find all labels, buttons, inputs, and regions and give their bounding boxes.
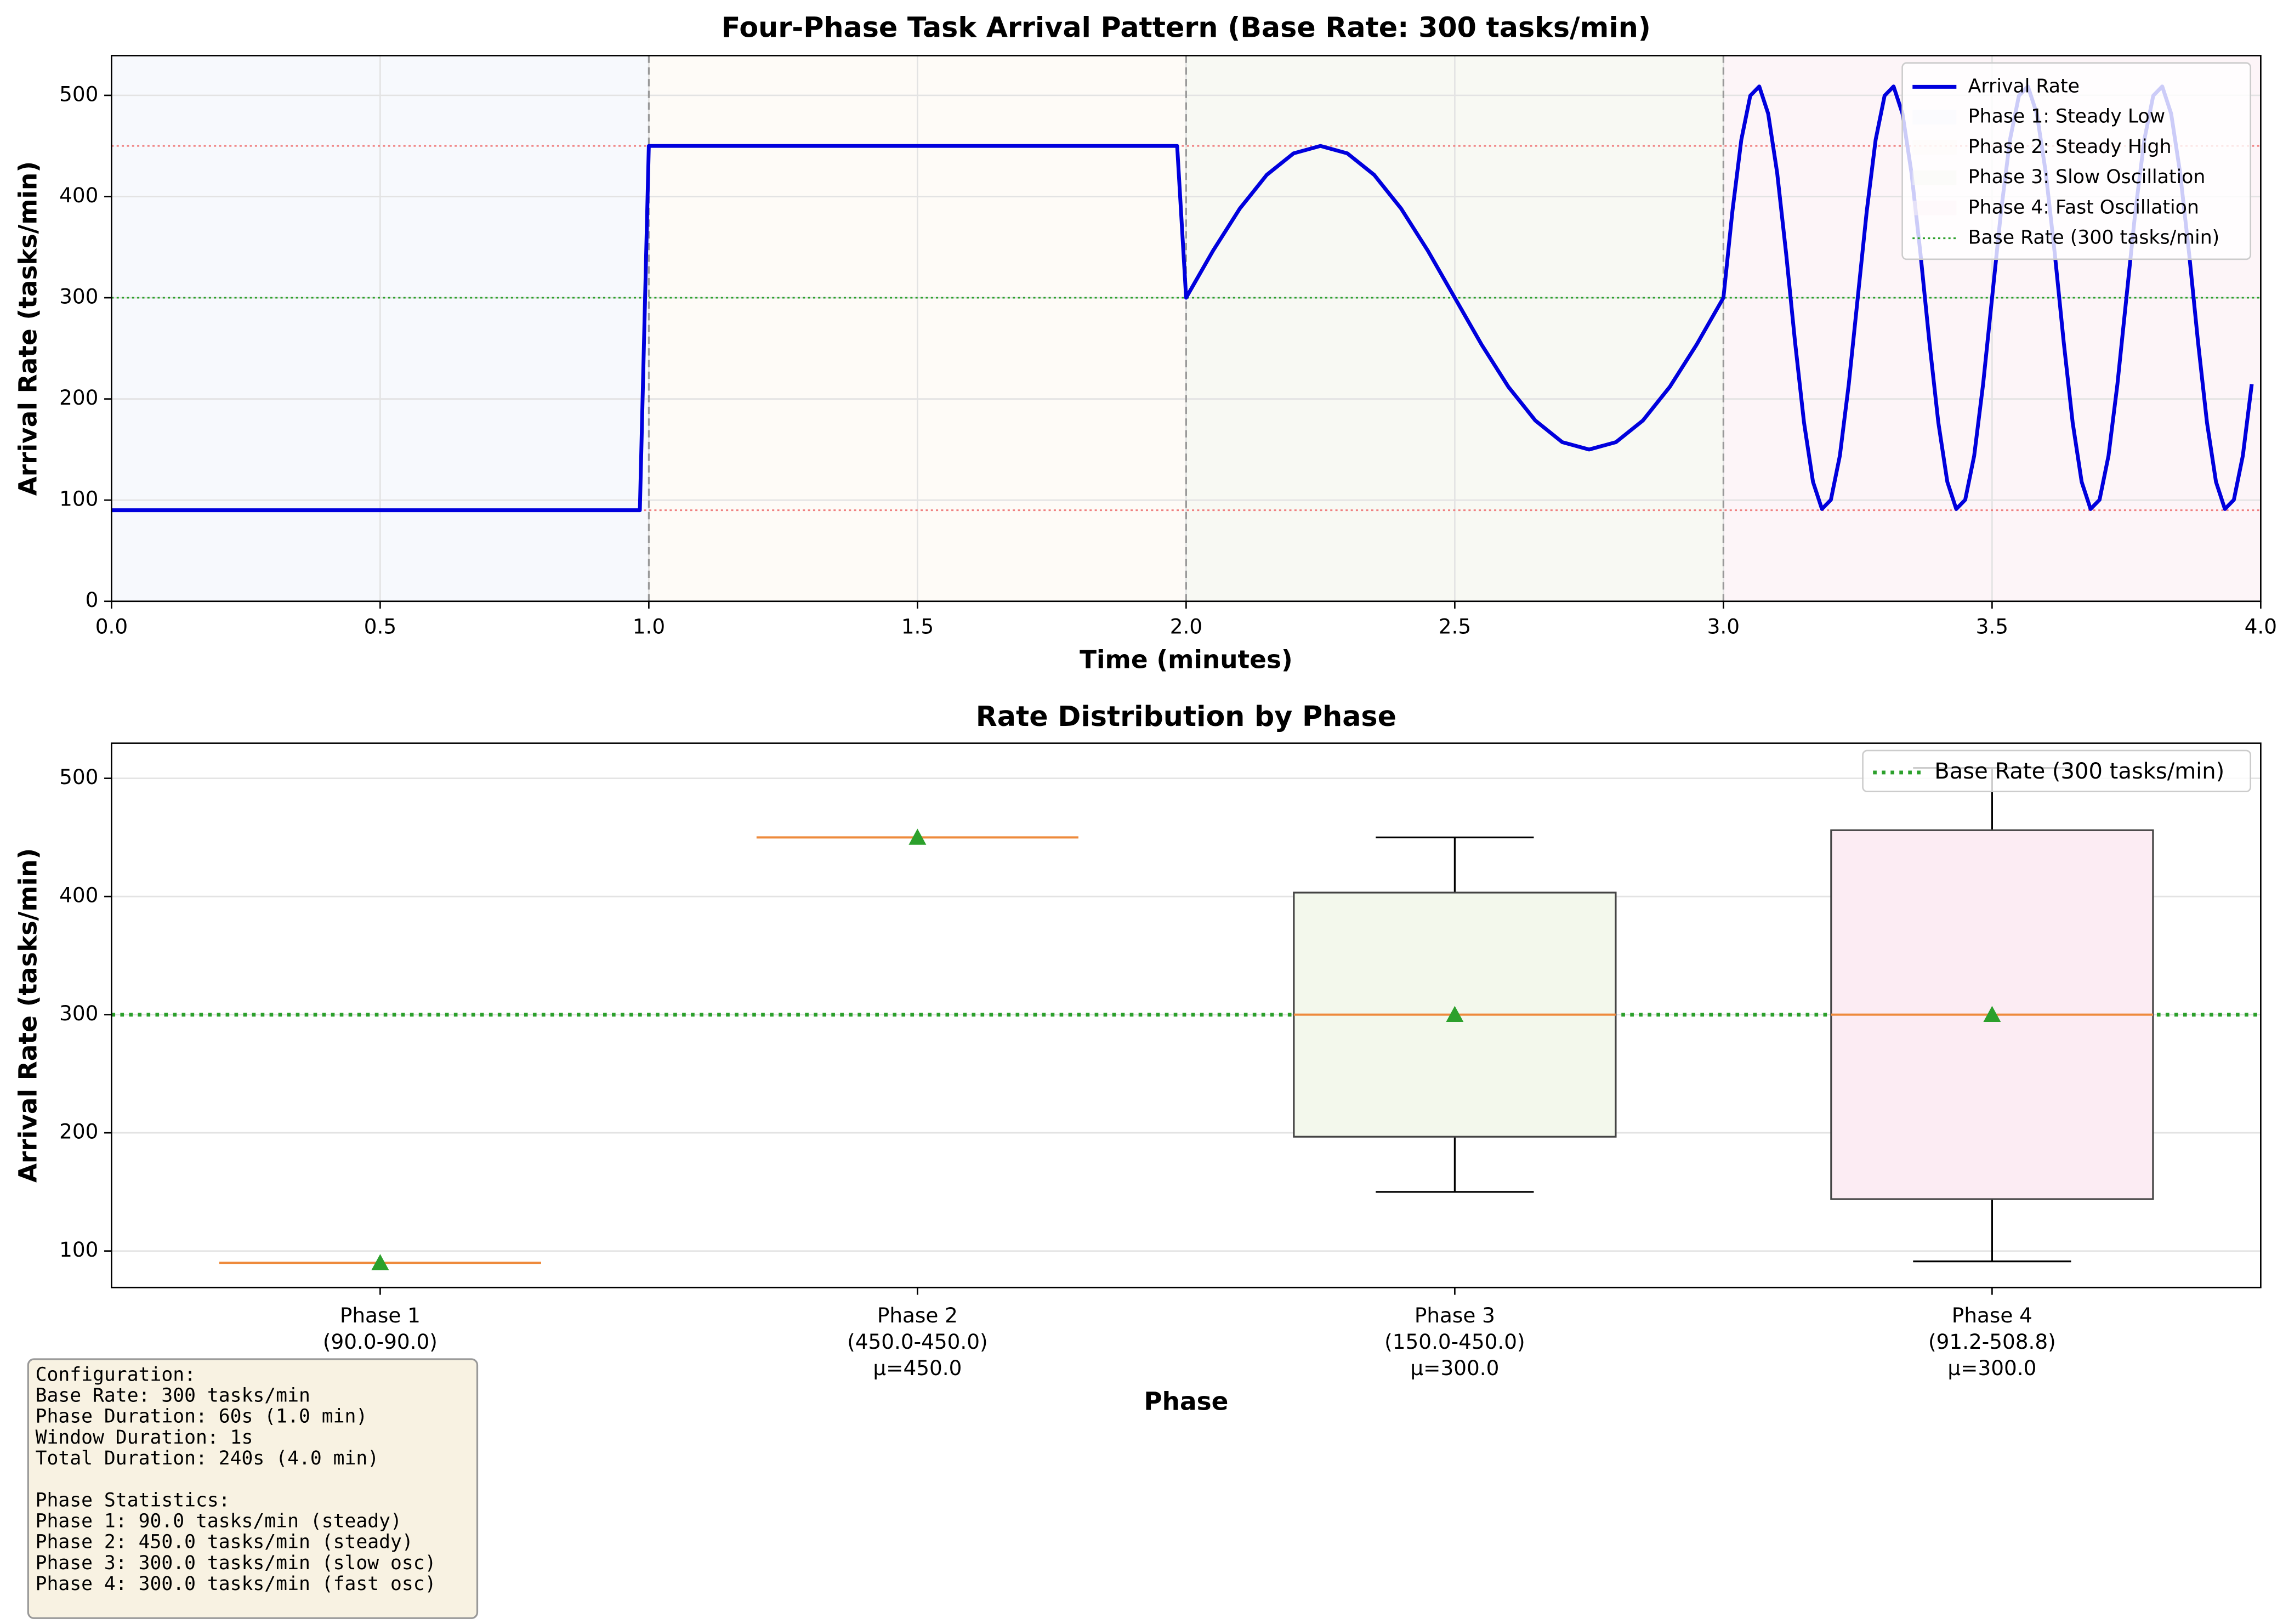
y-axis-label: Arrival Rate (tasks/min) [13, 161, 42, 496]
y-tick-label: 200 [59, 1120, 98, 1144]
config-line: Total Duration: 240s (4.0 min) [36, 1447, 379, 1469]
config-line: Phase 4: 300.0 tasks/min (fast osc) [36, 1573, 436, 1595]
x-tick-label: Phase 1 [340, 1303, 421, 1327]
config-line: Phase 2: 450.0 tasks/min (steady) [36, 1531, 413, 1553]
y-tick-label: 100 [59, 487, 98, 511]
legend-swatch [1912, 110, 1957, 124]
x-axis-label: Phase [1144, 1387, 1228, 1416]
series-line [111, 84, 2254, 513]
x-tick-label: 1.0 [633, 614, 665, 638]
config-line: Phase Statistics: [36, 1489, 230, 1511]
y-axis-label: Arrival Rate (tasks/min) [13, 848, 42, 1183]
legend-label: Base Rate (300 tasks/min) [1968, 227, 2220, 249]
config-box-frame [27, 1358, 479, 1619]
x-tick-label: 3.5 [1976, 614, 2008, 638]
y-tick-label: 500 [59, 765, 98, 789]
legend-swatch [1912, 140, 1957, 155]
y-tick-label: 0 [86, 588, 99, 612]
legend-label: Phase 2: Steady High [1968, 136, 2172, 158]
config-box: Configuration:Base Rate: 300 tasks/minPh… [27, 1358, 479, 1619]
x-tick-label: 3.0 [1707, 614, 1740, 638]
x-tick-label: 2.0 [1170, 614, 1202, 638]
legend-label: Base Rate (300 tasks/min) [1934, 759, 2224, 784]
axes-frame [111, 55, 2262, 603]
line-chart: 0 100 200 300 400 500 0.0 0.5 1.0 1.5 2.0 2.5 3.0 3.5… [13, 11, 2277, 674]
config-line: Window Duration: 1s [36, 1427, 253, 1449]
mean-marker [371, 1254, 389, 1270]
y-tick-label: 300 [59, 1001, 98, 1025]
x-tick-label: Phase 2 [877, 1303, 958, 1327]
legend-box [1862, 749, 2252, 792]
mean-marker [1983, 1006, 2001, 1022]
config-line: Phase Duration: 60s (1.0 min) [36, 1406, 368, 1428]
legend-label: Arrival Rate [1968, 75, 2080, 97]
x-tick-label: (91.2-508.8) [1928, 1330, 2056, 1354]
legend-box [1901, 62, 2252, 260]
x-tick-label: μ=300.0 [1947, 1356, 2036, 1380]
y-tick-label: 400 [59, 883, 98, 907]
config-line: Configuration: [36, 1364, 196, 1385]
x-tick-label: (90.0-90.0) [323, 1330, 438, 1354]
x-axis-label: Time (minutes) [1080, 645, 1293, 674]
x-tick-label: μ=450.0 [873, 1356, 962, 1380]
y-tick-label: 200 [59, 385, 98, 410]
x-tick-label: Phase 3 [1415, 1303, 1495, 1327]
x-tick-label: (450.0-450.0) [847, 1330, 987, 1354]
x-tick-label: 0.0 [95, 614, 128, 638]
x-tick-label: 2.5 [1439, 614, 1471, 638]
mean-marker [1446, 1006, 1464, 1022]
config-line: Phase 1: 90.0 tasks/min (steady) [36, 1510, 402, 1532]
x-tick-label: 0.5 [364, 614, 396, 638]
y-tick-label: 300 [59, 285, 98, 309]
chart-title: Rate Distribution by Phase [976, 700, 1396, 732]
mean-marker [908, 828, 927, 845]
y-tick-label: 100 [59, 1237, 98, 1262]
axes-frame [111, 742, 2262, 1288]
legend-label: Phase 3: Slow Oscillation [1968, 166, 2206, 188]
chart-title: Four-Phase Task Arrival Pattern (Base Ra… [722, 11, 1651, 43]
x-tick-label: (150.0-450.0) [1384, 1330, 1525, 1354]
legend-label: Phase 4: Fast Oscillation [1968, 196, 2199, 218]
x-tick-label: μ=300.0 [1410, 1356, 1499, 1380]
legend-swatch [1912, 170, 1957, 185]
x-tick-label: Phase 4 [1952, 1303, 2032, 1327]
x-tick-label: 1.5 [901, 614, 934, 638]
config-line: Phase 3: 300.0 tasks/min (slow osc) [36, 1552, 436, 1574]
legend-swatch [1912, 200, 1957, 215]
config-line: Base Rate: 300 tasks/min [36, 1385, 310, 1407]
x-tick-label: 4.0 [2245, 614, 2277, 638]
y-tick-label: 500 [59, 82, 98, 106]
y-tick-label: 400 [59, 183, 98, 207]
legend-label: Phase 1: Steady Low [1968, 106, 2165, 128]
